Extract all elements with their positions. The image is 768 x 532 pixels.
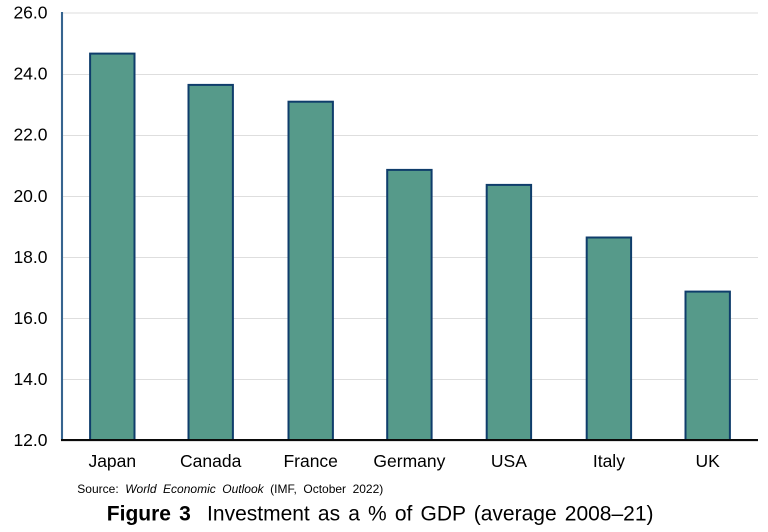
svg-text:France: France	[283, 451, 337, 471]
svg-text:Figure 3 Investment as a % of: Figure 3 Investment as a % of GDP (avera…	[107, 502, 654, 525]
svg-text:Source: World Economic Outlook: Source: World Economic Outlook (IMF, Oct…	[77, 482, 383, 496]
svg-text:16.0: 16.0	[13, 308, 47, 328]
svg-text:Germany: Germany	[373, 451, 445, 471]
svg-text:UK: UK	[696, 451, 721, 471]
svg-text:12.0: 12.0	[13, 430, 47, 450]
svg-text:14.0: 14.0	[13, 369, 47, 389]
svg-text:26.0: 26.0	[13, 3, 47, 23]
svg-text:Japan: Japan	[88, 451, 136, 471]
svg-text:20.0: 20.0	[13, 186, 47, 206]
svg-text:Italy: Italy	[593, 451, 625, 471]
svg-text:22.0: 22.0	[13, 125, 47, 145]
svg-text:18.0: 18.0	[13, 247, 47, 267]
svg-text:24.0: 24.0	[13, 64, 47, 84]
svg-text:USA: USA	[491, 451, 527, 471]
svg-text:Canada: Canada	[180, 451, 242, 471]
